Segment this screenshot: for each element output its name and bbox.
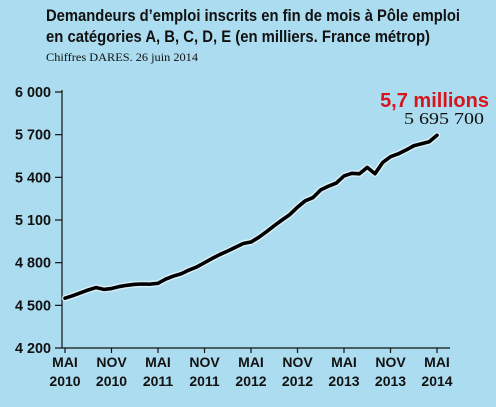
x-tick-label-year: 2010 xyxy=(96,373,127,389)
x-tick-label-year: 2014 xyxy=(421,373,452,389)
chart-title-line-2: en catégories A, B, C, D, E (en milliers… xyxy=(46,27,430,46)
chart-title-line-1: Demandeurs d’emploi inscrits en fin de m… xyxy=(46,6,460,25)
series-line xyxy=(63,133,439,301)
x-tick-label-month: NOV xyxy=(189,354,220,370)
y-tick-label: 4 500 xyxy=(15,297,51,314)
annotation-headline: 5,7 millions xyxy=(380,90,489,112)
x-tick-label-month: MAI xyxy=(331,354,357,370)
y-tick-label: 6 000 xyxy=(15,84,51,101)
y-tick-label: 4 200 xyxy=(15,340,51,357)
x-tick-label-month: NOV xyxy=(282,354,313,370)
x-tick-label-month: MAI xyxy=(238,354,264,370)
y-tick-label: 5 700 xyxy=(15,127,51,144)
x-tick-label-year: 2011 xyxy=(189,373,220,389)
y-tick-label: 5 400 xyxy=(15,169,51,186)
y-tick-label: 4 800 xyxy=(15,255,51,272)
x-tick-label-year: 2011 xyxy=(143,373,174,389)
annotation-value: 5 695 700 xyxy=(404,109,484,128)
x-tick-label-month: MAI xyxy=(145,354,171,370)
x-axis: MAI 2010 NOV 2010 MAI 2011 NOV 2011 MAI 2012 NOV 20… xyxy=(49,347,453,389)
x-tick-label-year: 2012 xyxy=(282,373,313,389)
x-tick-label-month: NOV xyxy=(96,354,127,370)
series-group xyxy=(61,132,441,302)
x-tick-label-year: 2012 xyxy=(235,373,266,389)
x-tick-label-year: 2013 xyxy=(375,373,406,389)
y-axis: 6 000 5 700 5 400 5 100 4 800 4 500 4 200 xyxy=(15,84,63,357)
x-tick-label-year: 2010 xyxy=(49,373,80,389)
x-tick-label-month: MAI xyxy=(52,354,78,370)
x-tick-label-month: NOV xyxy=(375,354,406,370)
chart-subtitle: Chiffres DARES. 26 juin 2014 xyxy=(46,50,198,64)
y-tick-label: 5 100 xyxy=(15,212,51,229)
x-tick-label-month: MAI xyxy=(424,354,450,370)
x-tick-label-year: 2013 xyxy=(328,373,359,389)
